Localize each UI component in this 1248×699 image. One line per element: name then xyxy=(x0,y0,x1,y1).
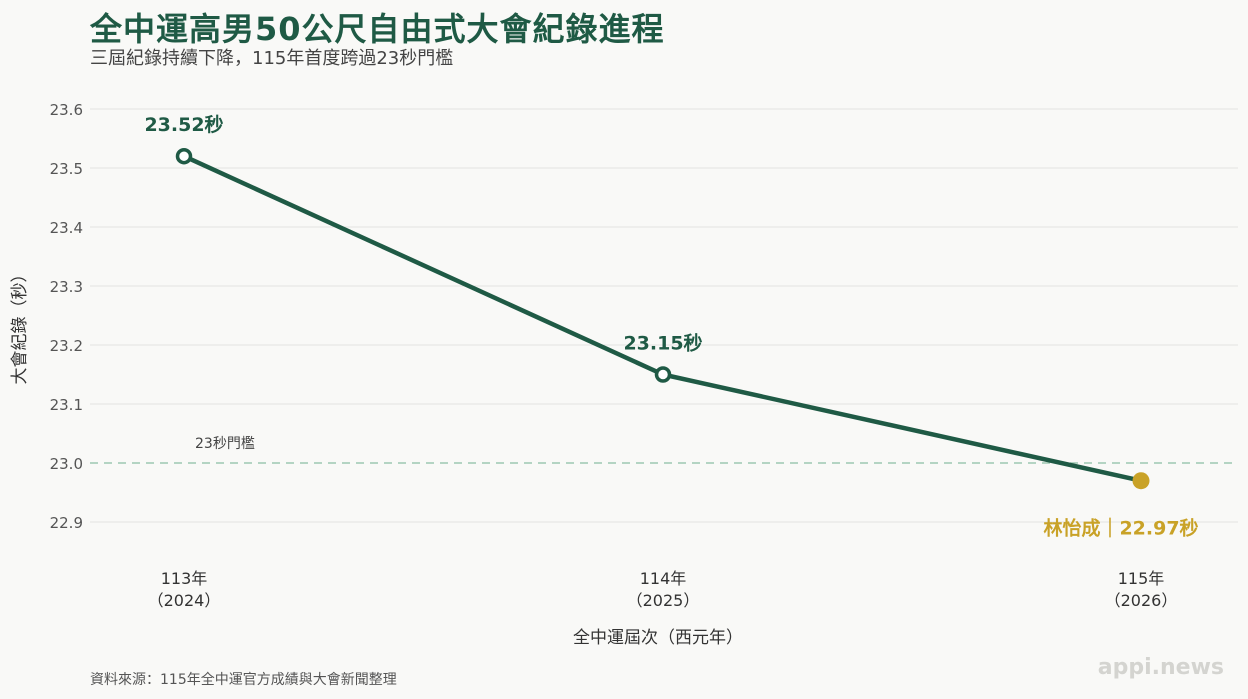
data-point xyxy=(654,366,672,383)
data-label: 23.15秒 xyxy=(623,332,702,355)
series-line-group xyxy=(181,153,1144,483)
y-tick-label: 23.1 xyxy=(50,396,83,414)
data-label: 23.52秒 xyxy=(144,113,223,136)
y-tick-label: 23.3 xyxy=(50,278,83,296)
chart-title: 全中運高男50公尺自由式大會紀錄進程 xyxy=(90,10,665,48)
y-axis-label: 大會紀錄（秒） xyxy=(10,266,30,385)
x-tick-sublabel: （2024） xyxy=(148,591,221,610)
x-axis-label: 全中運屆次（西元年） xyxy=(573,628,743,648)
y-tick-label: 23.5 xyxy=(50,160,83,178)
x-tick-label: 114年 xyxy=(640,569,687,588)
series-line xyxy=(181,153,1144,483)
chart-subtitle: 三屆紀錄持續下降，115年首度跨過23秒門檻 xyxy=(90,48,454,69)
y-tick-label: 22.9 xyxy=(50,514,83,532)
data-point-highlight xyxy=(1132,472,1150,490)
y-axis-ticks: 22.9 23.0 23.1 23.2 23.3 23.4 23.5 23.6 xyxy=(50,101,83,532)
y-tick-label: 23.0 xyxy=(50,455,83,473)
x-tick-label: 115年 xyxy=(1118,569,1165,588)
x-tick-sublabel: （2026） xyxy=(1105,591,1178,610)
data-point xyxy=(175,147,193,165)
y-tick-label: 23.4 xyxy=(50,219,83,237)
grid-lines xyxy=(90,108,1238,523)
data-label-highlight: 林怡成｜22.97秒 xyxy=(1043,517,1198,540)
source-note: 資料來源：115年全中運官方成績與大會新聞整理 xyxy=(90,672,397,688)
data-points xyxy=(175,147,1150,490)
y-tick-label: 23.6 xyxy=(50,101,83,119)
brand-logo: appi.news xyxy=(1097,655,1224,680)
x-tick-sublabel: （2025） xyxy=(627,591,700,610)
y-tick-label: 23.2 xyxy=(50,337,83,355)
threshold-label: 23秒門檻 xyxy=(195,435,255,452)
threshold-group: 23秒門檻 xyxy=(90,435,1238,464)
x-axis-ticks: 113年 （2024） 114年 （2025） 115年 （2026） xyxy=(148,569,1178,610)
x-tick-label: 113年 xyxy=(161,569,208,588)
